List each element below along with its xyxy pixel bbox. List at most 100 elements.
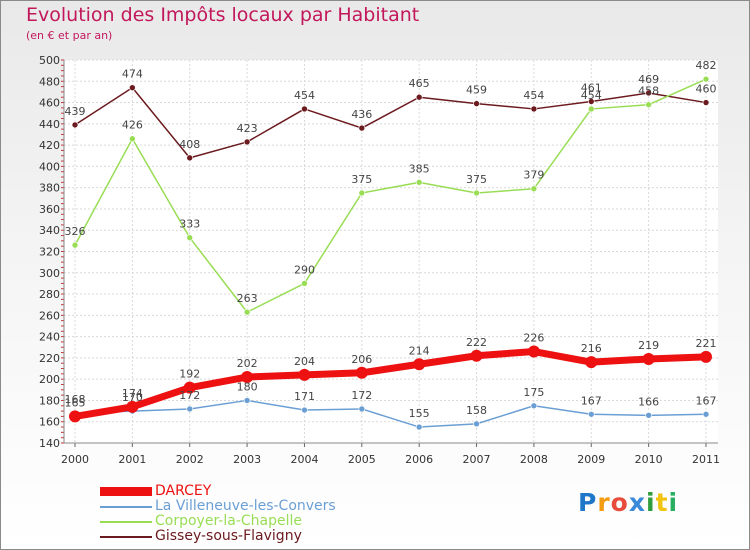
logo-letter: o bbox=[610, 488, 629, 517]
data-point-darcey bbox=[126, 400, 139, 413]
x-tick-label: 2008 bbox=[520, 453, 548, 466]
data-label-gissey-sous-flavigny: 459 bbox=[466, 84, 487, 97]
data-label-gissey-sous-flavigny: 423 bbox=[237, 122, 258, 135]
data-label-la-villeneuve-les-convers: 166 bbox=[638, 395, 659, 408]
data-label-gissey-sous-flavigny: 454 bbox=[523, 89, 544, 102]
data-label-corpoyer-la-chapelle: 454 bbox=[581, 89, 602, 102]
data-point-corpoyer-la-chapelle bbox=[301, 280, 308, 287]
data-point-gissey-sous-flavigny bbox=[243, 138, 251, 146]
data-point-la-villeneuve-les-convers bbox=[702, 410, 710, 418]
data-point-corpoyer-la-chapelle bbox=[415, 179, 423, 186]
y-tick-label: 420 bbox=[39, 139, 60, 152]
data-label-la-villeneuve-les-convers: 180 bbox=[237, 380, 258, 393]
data-label-corpoyer-la-chapelle: 426 bbox=[122, 119, 143, 132]
data-point-gissey-sous-flavigny bbox=[473, 100, 480, 107]
legend-swatch bbox=[100, 487, 152, 496]
data-point-la-villeneuve-les-convers bbox=[415, 423, 423, 431]
y-tick-label: 180 bbox=[39, 394, 60, 407]
x-tick-label: 2004 bbox=[290, 453, 318, 466]
y-tick-label: 340 bbox=[39, 224, 60, 237]
x-tick-label: 2005 bbox=[348, 453, 376, 466]
data-label-darcey: 214 bbox=[409, 344, 430, 357]
series-line-darcey bbox=[74, 348, 707, 420]
data-label-gissey-sous-flavigny: 454 bbox=[294, 89, 315, 102]
chart-title: Evolution des Impôts locaux par Habitant bbox=[26, 4, 420, 26]
y-tick-label: 380 bbox=[39, 182, 60, 195]
data-label-darcey: 165 bbox=[65, 396, 86, 409]
y-tick-label: 360 bbox=[39, 203, 60, 216]
data-point-corpoyer-la-chapelle bbox=[358, 189, 366, 197]
data-label-corpoyer-la-chapelle: 375 bbox=[466, 173, 487, 186]
logo-letter: t bbox=[655, 488, 669, 517]
plot-area bbox=[64, 60, 718, 443]
data-point-darcey bbox=[69, 410, 81, 423]
data-point-corpoyer-la-chapelle bbox=[243, 308, 251, 316]
x-tick-label: 2003 bbox=[233, 453, 261, 466]
chart-subtitle: (en € et par an) bbox=[26, 29, 113, 42]
y-tick-label: 460 bbox=[39, 97, 60, 110]
data-point-gissey-sous-flavigny bbox=[415, 93, 423, 101]
data-label-gissey-sous-flavigny: 469 bbox=[638, 73, 659, 86]
data-point-darcey bbox=[298, 368, 311, 381]
legend-label: Gissey-sous-Flavigny bbox=[155, 528, 302, 544]
data-point-darcey bbox=[700, 350, 712, 363]
data-label-la-villeneuve-les-convers: 155 bbox=[409, 407, 430, 420]
data-label-corpoyer-la-chapelle: 333 bbox=[179, 218, 200, 231]
data-point-gissey-sous-flavigny bbox=[186, 154, 194, 162]
x-tick-label: 2009 bbox=[577, 453, 605, 466]
data-point-corpoyer-la-chapelle bbox=[129, 135, 136, 143]
x-tick-label: 2001 bbox=[118, 453, 146, 466]
data-point-darcey bbox=[585, 356, 598, 369]
data-label-corpoyer-la-chapelle: 290 bbox=[294, 263, 315, 276]
x-tick-label: 2011 bbox=[692, 453, 720, 466]
legend-label: Corpoyer-la-Chapelle bbox=[155, 513, 302, 529]
series-line-la-villeneuve-les-convers bbox=[74, 399, 707, 428]
data-label-gissey-sous-flavigny: 465 bbox=[409, 77, 430, 90]
data-label-gissey-sous-flavigny: 460 bbox=[696, 83, 717, 96]
legend-label: DARCEY bbox=[155, 483, 212, 499]
y-tick-label: 220 bbox=[39, 352, 60, 365]
x-tick-label: 2010 bbox=[635, 453, 663, 466]
logo-letter: i bbox=[668, 488, 679, 517]
legend-swatch bbox=[100, 506, 152, 508]
proxiti-logo: Proxiti bbox=[578, 488, 678, 517]
y-tick-label: 480 bbox=[39, 75, 60, 88]
data-point-darcey bbox=[241, 371, 254, 384]
data-label-la-villeneuve-les-convers: 171 bbox=[294, 390, 315, 403]
data-label-darcey: 222 bbox=[466, 336, 487, 349]
data-point-gissey-sous-flavigny bbox=[702, 99, 710, 106]
y-tick-label: 280 bbox=[39, 288, 60, 301]
series-line-corpoyer-la-chapelle bbox=[74, 78, 707, 313]
data-point-corpoyer-la-chapelle bbox=[530, 185, 538, 193]
legend-swatch bbox=[100, 521, 152, 523]
x-tick-label: 2007 bbox=[463, 453, 491, 466]
data-label-darcey: 206 bbox=[351, 353, 372, 366]
data-label-gissey-sous-flavigny: 436 bbox=[351, 108, 372, 121]
data-point-gissey-sous-flavigny bbox=[129, 84, 136, 91]
data-point-la-villeneuve-les-convers bbox=[358, 405, 366, 413]
data-label-darcey: 219 bbox=[638, 339, 659, 352]
data-point-darcey bbox=[527, 345, 540, 358]
data-label-corpoyer-la-chapelle: 326 bbox=[65, 225, 86, 238]
data-label-la-villeneuve-les-convers: 158 bbox=[466, 404, 487, 417]
x-tick-label: 2002 bbox=[176, 453, 204, 466]
data-label-la-villeneuve-les-convers: 168 bbox=[65, 393, 86, 406]
data-point-corpoyer-la-chapelle bbox=[186, 234, 194, 241]
data-point-la-villeneuve-les-convers bbox=[645, 412, 652, 419]
y-tick-label: 240 bbox=[39, 331, 60, 344]
data-label-la-villeneuve-les-convers: 172 bbox=[351, 389, 372, 402]
data-label-la-villeneuve-les-convers: 167 bbox=[581, 394, 602, 407]
y-tick-label: 300 bbox=[39, 267, 60, 280]
data-point-corpoyer-la-chapelle bbox=[645, 101, 652, 108]
data-point-la-villeneuve-les-convers bbox=[473, 420, 480, 428]
data-point-gissey-sous-flavigny bbox=[587, 98, 595, 105]
data-label-corpoyer-la-chapelle: 458 bbox=[638, 85, 659, 98]
series-line-gissey-sous-flavigny bbox=[74, 86, 707, 159]
logo-letter: P bbox=[578, 488, 598, 517]
data-point-corpoyer-la-chapelle bbox=[71, 241, 79, 249]
logo-letter: r bbox=[597, 488, 611, 517]
data-point-corpoyer-la-chapelle bbox=[702, 75, 710, 83]
data-label-corpoyer-la-chapelle: 482 bbox=[696, 59, 717, 72]
y-tick-label: 500 bbox=[39, 54, 60, 67]
data-label-corpoyer-la-chapelle: 375 bbox=[351, 173, 372, 186]
